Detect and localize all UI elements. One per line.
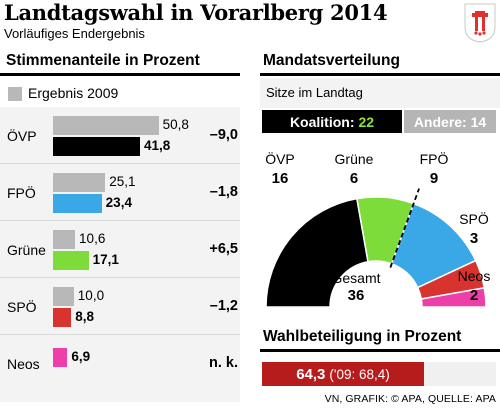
bar-panel	[0, 107, 240, 402]
source-credit: VN, GRAFIK: © APA, QUELLE: APA	[324, 393, 496, 405]
koalition-label: Koalition:	[289, 113, 355, 130]
difference-0: –9,0	[209, 127, 238, 143]
difference-2: +6,5	[209, 241, 238, 257]
party-label-1: FPÖ	[7, 185, 36, 201]
section-title-mandate: Mandatsverteilung	[263, 52, 400, 69]
koalition-value: 22	[358, 113, 375, 130]
turnout-previous: ('09: 68,4)	[329, 366, 390, 382]
seat-label-0: ÖVP	[265, 151, 295, 167]
party-label-3: SPÖ	[7, 299, 37, 315]
chart-subtitle: Vorläufiges Endergebnis	[4, 26, 145, 41]
section-title-wahlbeteiligung: Wahlbeteiligung in Prozent	[263, 328, 462, 345]
turnout-bar: 64,3 ('09: 68,4)	[262, 362, 424, 386]
seat-label-2: FPÖ	[419, 151, 449, 167]
seat-label-3: SPÖ	[459, 211, 489, 227]
bar-2014-1	[53, 194, 102, 213]
seat-count-1: 6	[349, 170, 359, 187]
value-2014-0: 41,8	[143, 138, 171, 153]
party-label-2: Grüne	[7, 242, 46, 258]
seat-count-0: 16	[271, 170, 289, 187]
row-separator	[0, 334, 240, 335]
value-2014-3: 8,8	[75, 309, 95, 324]
seat-count-2: 9	[429, 170, 439, 187]
seat-label-4: Neos	[457, 268, 491, 284]
legend-swatch-2009	[8, 87, 22, 101]
value-2009-0: 50,8	[162, 117, 189, 132]
sitze-label: Sitze im Landtag	[266, 85, 363, 100]
bar-2014-2	[53, 251, 89, 270]
vorarlberg-crest-icon	[464, 3, 496, 43]
bar-2009-0	[53, 116, 159, 135]
gesamt-label: Gesamt	[331, 270, 381, 286]
row-separator	[0, 220, 240, 221]
value-2014-1: 23,4	[105, 195, 132, 210]
row-separator	[0, 163, 240, 164]
section-divider	[260, 349, 500, 352]
seat-slice-4	[420, 287, 487, 308]
value-2009-1: 25,1	[109, 174, 136, 189]
turnout-value: 64,3	[296, 365, 326, 383]
koalition-badge: Koalition: 22	[262, 110, 402, 133]
section-divider	[260, 73, 500, 76]
seat-slice-0	[265, 197, 369, 308]
section-divider	[0, 73, 240, 76]
chart-title: Landtagswahl in Vorarlberg 2014	[4, 0, 388, 25]
bar-2009-3	[53, 287, 74, 306]
seat-label-1: Grüne	[334, 151, 374, 167]
bar-2014-3	[53, 308, 72, 327]
seat-count-3: 3	[469, 230, 479, 247]
andere-badge: Andere: 14	[404, 110, 496, 133]
gesamt-value: 36	[347, 287, 365, 304]
seat-chart	[265, 188, 487, 308]
value-2009-2: 10,6	[79, 231, 106, 246]
party-label-4: Neos	[7, 356, 40, 372]
value-2009-3: 10,0	[77, 288, 105, 303]
value-2014-4: 6,9	[71, 349, 91, 364]
bar-2014-4	[53, 348, 68, 367]
row-separator	[0, 277, 240, 278]
legend-label-2009: Ergebnis 2009	[28, 85, 119, 101]
value-2014-2: 17,1	[92, 252, 119, 267]
section-title-stimmen: Stimmenanteile in Prozent	[6, 52, 200, 69]
seat-count-4: 2	[469, 287, 479, 304]
party-label-0: ÖVP	[7, 128, 37, 144]
bar-2009-2	[53, 230, 76, 249]
coalition-divider	[389, 188, 420, 268]
bar-2009-1	[53, 173, 106, 192]
bar-2014-0	[53, 137, 140, 156]
sitze-panel	[260, 78, 500, 108]
difference-3: –1,2	[209, 298, 238, 314]
difference-1: –1,8	[209, 184, 238, 200]
difference-4: n. k.	[208, 355, 238, 371]
